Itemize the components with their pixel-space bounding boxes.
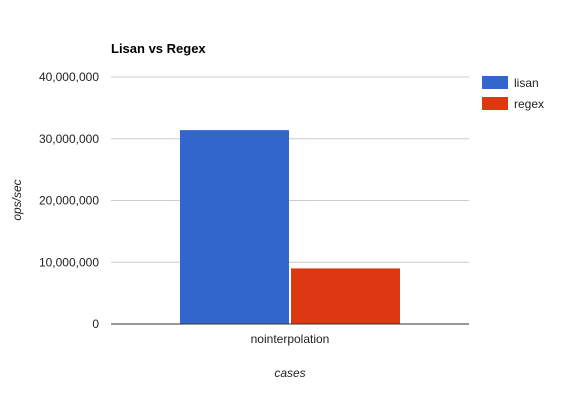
bars (180, 130, 400, 324)
y-tick-label: 0 (92, 317, 99, 331)
x-axis-title: cases (274, 366, 305, 380)
gridlines (111, 76, 469, 263)
legend-label-lisan: lisan (514, 76, 539, 90)
bar-lisan[interactable] (180, 130, 289, 324)
y-tick-label: 40,000,000 (39, 70, 99, 84)
x-axis-tick-labels: nointerpolation (251, 332, 330, 346)
bar-regex[interactable] (291, 268, 400, 324)
legend-swatch-lisan (482, 76, 508, 89)
legend-label-regex: regex (514, 97, 544, 111)
legend-swatch-regex (482, 97, 508, 110)
chart-title: Lisan vs Regex (111, 41, 206, 56)
x-tick-label: nointerpolation (251, 332, 330, 346)
y-axis-tick-labels: 0 10,000,000 20,000,000 30,000,000 40,000,00… (39, 70, 99, 331)
y-axis-title: ops/sec (10, 179, 24, 220)
y-tick-label: 30,000,000 (39, 132, 99, 146)
legend: lisan regex (482, 76, 544, 111)
y-tick-label: 10,000,000 (39, 255, 99, 269)
y-tick-label: 20,000,000 (39, 194, 99, 208)
